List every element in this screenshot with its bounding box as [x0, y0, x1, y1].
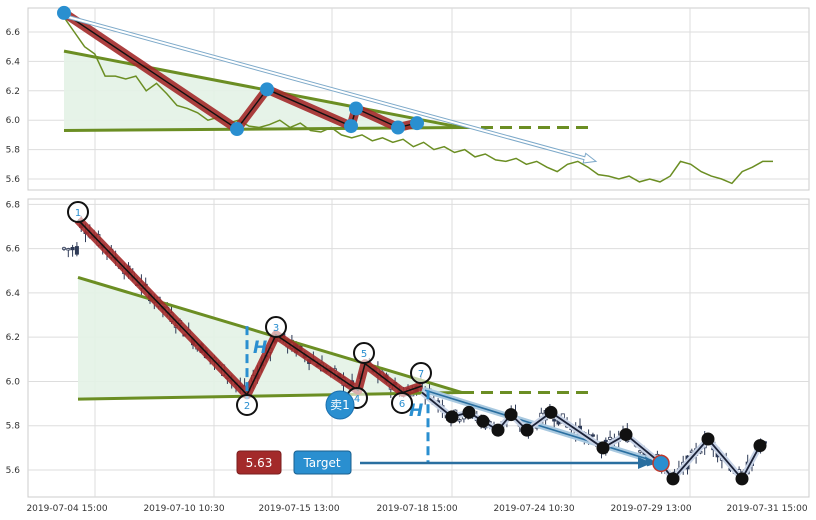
projection-pivot-dot [753, 439, 767, 453]
overview-projection-arrow [62, 13, 598, 164]
main-panel: 6.86.66.46.26.05.85.6 2019-07-04 15:00 20… [6, 198, 810, 514]
overview-y-tick-label: 6.4 [6, 57, 21, 67]
target-label: Target [302, 456, 340, 470]
overview-panel: 6.6 6.4 6.2 6.0 5.8 5.6 [6, 5, 810, 191]
projection-pivot-dot [520, 423, 534, 437]
main-x-tick-label: 2019-07-31 15:00 [726, 504, 807, 514]
pivot-label-7: 7 [418, 369, 424, 380]
pivot-label-6: 6 [399, 399, 405, 410]
main-y-tick-label: 5.8 [6, 422, 21, 432]
sell-marker-label: 卖1 [330, 398, 350, 412]
main-y-tick-label: 5.6 [6, 466, 21, 476]
overview-pivot-dot [57, 5, 71, 20]
sell-marker: 卖1 [325, 390, 355, 420]
sell-marker-badge [325, 390, 355, 420]
overview-y-tick-label: 6.6 [6, 28, 21, 38]
pivot-label-ring [391, 392, 413, 414]
overview-pivot-dot [260, 82, 274, 97]
target-arrow-head [638, 457, 652, 469]
candle-body [74, 246, 79, 255]
projection-pivot-dot [619, 428, 633, 442]
pivot-label-1: 1 [75, 208, 81, 219]
overview-y-tick-label: 6.2 [6, 87, 20, 97]
overview-pivot-dots [57, 5, 424, 137]
pivot-labels: 1 2 3 4 5 6 7 [67, 201, 432, 416]
pattern-height-label: H [253, 338, 267, 358]
main-y-axis: 6.8 6.6 6.4 6.2 6.0 5.8 5.6 [6, 200, 21, 476]
overview-price-line [63, 16, 773, 185]
pivot-label-5: 5 [361, 349, 367, 360]
main-x-tick-label: 2019-07-18 15:00 [376, 504, 457, 514]
candle-body [608, 436, 613, 440]
candle-body [62, 247, 67, 250]
overview-y-tick-label: 5.6 [6, 175, 21, 185]
projection-pivot-dot [462, 405, 476, 419]
target-price-label: 5.63 [246, 456, 273, 470]
candle-body [66, 248, 71, 251]
overview-grid [28, 8, 809, 190]
projection-pivot-dot [445, 410, 459, 424]
main-x-tick-label: 2019-07-10 10:30 [143, 504, 224, 514]
projection-pivot-dot [476, 414, 490, 428]
pivot-label-ring [236, 394, 258, 416]
projection-pivot-dot [544, 405, 558, 419]
pivot-label-2: 2 [244, 401, 250, 412]
overview-pivot-dot [349, 101, 363, 116]
target-annotation: 5.63 Target [236, 450, 652, 475]
overview-pivot-dot [230, 122, 244, 137]
candle-body [552, 419, 557, 422]
projection-pivot-dot [504, 408, 518, 422]
main-y-tick-label: 6.4 [6, 289, 21, 299]
pivot-label-ring [410, 362, 432, 384]
projection-pivot-dot [701, 432, 715, 446]
main-y-tick-label: 6.2 [6, 333, 20, 343]
pivot-label-4: 4 [354, 394, 360, 405]
main-x-tick-label: 2019-07-24 10:30 [493, 504, 574, 514]
overview-pivot-dot [344, 119, 358, 134]
candle-body [590, 434, 595, 437]
projection-pivot-dot [596, 441, 610, 455]
main-x-tick-label: 2019-07-29 13:00 [610, 504, 691, 514]
overview-y-tick-label: 5.8 [6, 146, 21, 156]
main-y-tick-label: 6.0 [6, 377, 21, 387]
projection-pivot-dot [491, 423, 505, 437]
main-x-tick-label: 2019-07-15 13:00 [258, 504, 339, 514]
overview-pivot-dot [410, 116, 424, 131]
projection-pivot-dot [735, 472, 749, 486]
projection-path [420, 387, 767, 486]
pivot-label-ring [353, 342, 375, 364]
pivot-label-3: 3 [273, 323, 279, 334]
main-y-tick-label: 6.8 [6, 200, 21, 210]
target-price-badge [236, 450, 282, 475]
candle-body [70, 247, 75, 251]
target-badge [293, 450, 352, 475]
main-y-tick-label: 6.6 [6, 245, 21, 255]
pivot-label-ring [265, 316, 287, 338]
overview-y-axis: 6.6 6.4 6.2 6.0 5.8 5.6 [6, 28, 21, 185]
projection-arrow-line [424, 389, 656, 463]
overview-y-tick-label: 6.0 [6, 116, 21, 126]
main-x-tick-label: 2019-07-04 15:00 [26, 504, 107, 514]
overview-pivot-dot [391, 120, 405, 135]
projection-pivot-dot [666, 472, 680, 486]
candle-body [457, 419, 462, 422]
pivot-label-ring [67, 201, 89, 223]
main-x-axis: 2019-07-04 15:00 2019-07-10 10:30 2019-07-… [26, 504, 807, 514]
target-point-marker [652, 454, 670, 473]
